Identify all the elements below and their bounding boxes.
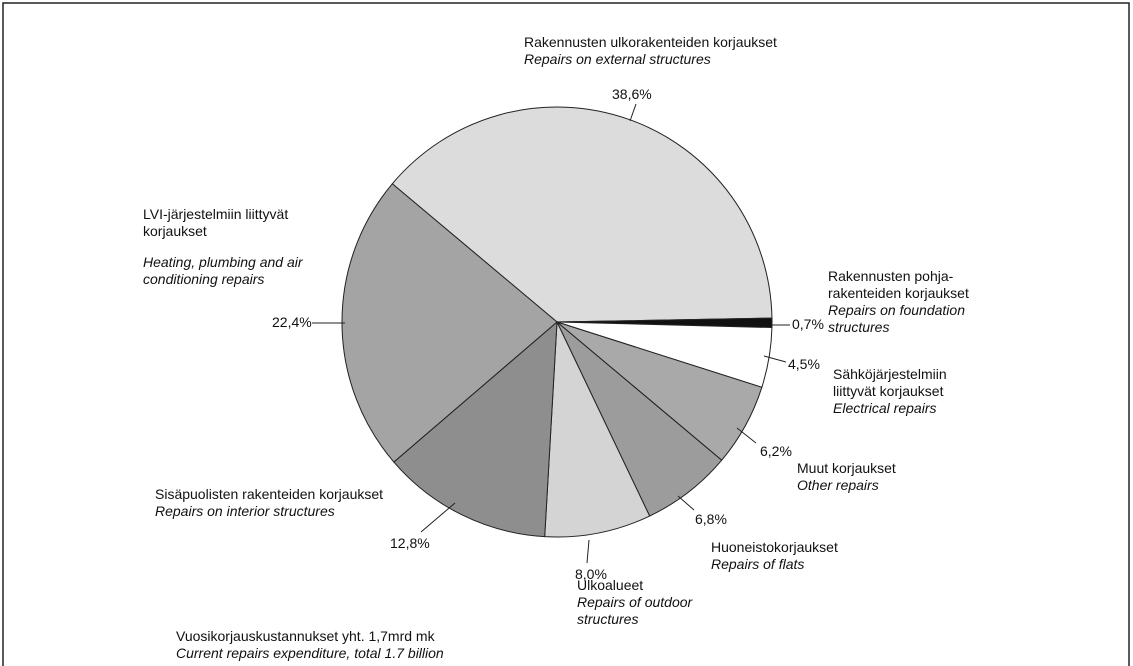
leader-line	[586, 539, 590, 564]
slice-value-label: 8,0%	[575, 566, 607, 582]
slice-value-label: 6,8%	[695, 511, 727, 527]
category-label-en: Other repairs	[797, 477, 879, 493]
footnote-block: Vuosikorjauskustannukset yht. 1,7mrd mk …	[176, 628, 444, 662]
slice-label: Sähköjärjestelmiin liittyvät korjaukset E…	[833, 366, 973, 417]
slice-value-label: 6,2%	[760, 443, 792, 459]
category-label: Sähköjärjestelmiin liittyvät korjaukset	[833, 366, 947, 399]
category-label-en: Repairs on foundation structures	[828, 302, 965, 335]
footnote: Vuosikorjauskustannukset yht. 1,7mrd mk	[176, 628, 435, 644]
slice-label: Muut korjaukset Other repairs	[797, 460, 957, 494]
pie-slice	[393, 320, 558, 538]
slice-label: Huoneistokorjaukset Repairs of flats	[711, 539, 891, 573]
slice-value-label: 0,7%	[792, 316, 824, 332]
category-label-en: Repairs of outdoor structures	[577, 594, 693, 627]
slice-label: Ulkoalueet Repairs of outdoor structures	[577, 577, 727, 628]
leader-line	[736, 427, 757, 444]
category-label-en: Heating, plumbing and air conditioning r…	[143, 254, 303, 287]
pie-slice	[391, 106, 773, 323]
slice-label: LVI-järjestelmiin liittyvät korjaukset He…	[143, 206, 318, 288]
leader-line	[677, 495, 695, 511]
category-label: Rakennusten pohja-rakenteiden korjaukset	[828, 268, 969, 301]
category-label: Huoneistokorjaukset	[711, 539, 838, 555]
slice-value-label: 4,5%	[788, 356, 820, 372]
slice-label: Rakennusten pohja-rakenteiden korjaukset…	[828, 268, 978, 336]
category-label-en: Electrical repairs	[833, 400, 937, 416]
category-label: Sisäpuolisten rakenteiden korjaukset	[155, 486, 384, 502]
leader-line	[420, 502, 456, 533]
slice-label: Rakennusten ulkorakenteiden korjaukset Re…	[524, 34, 824, 68]
category-label-en: Repairs of flats	[711, 556, 805, 572]
slice-value-label: 12,8%	[390, 535, 430, 551]
leader-line	[629, 103, 637, 122]
footnote-en: Current repairs expenditure, total 1.7 b…	[176, 645, 444, 661]
category-label-en: Repairs on external structures	[524, 51, 711, 67]
category-label: Rakennusten ulkorakenteiden korjaukset	[524, 34, 777, 50]
slice-value-label: 38,6%	[612, 86, 652, 102]
category-label: LVI-järjestelmiin liittyvät korjaukset	[143, 206, 289, 239]
leader-line	[763, 355, 787, 363]
slice-value-label: 22,4%	[272, 314, 312, 330]
category-label: Muut korjaukset	[797, 460, 896, 476]
pie-slice	[544, 321, 651, 538]
slice-label: Sisäpuolisten rakenteiden korjaukset Repa…	[155, 486, 395, 520]
category-label-en: Repairs on interior structures	[155, 503, 335, 519]
category-label: Ulkoalueet	[577, 577, 644, 593]
